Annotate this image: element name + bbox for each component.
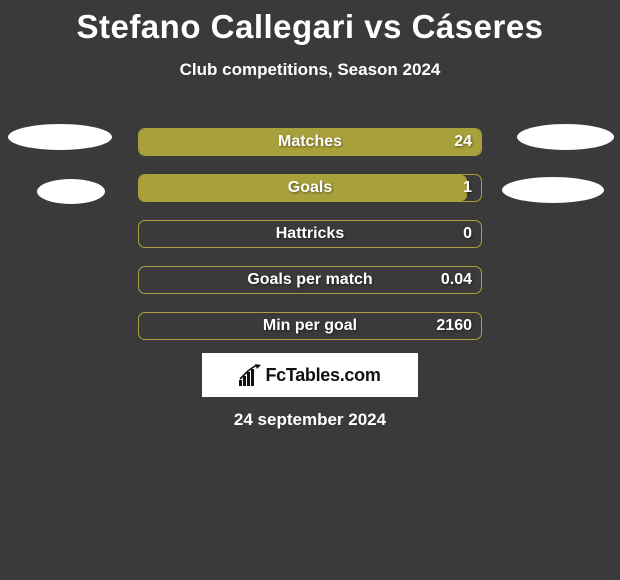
bar-track <box>138 266 482 294</box>
date-text: 24 september 2024 <box>0 410 620 430</box>
stat-row: Goals 1 <box>0 174 620 202</box>
bar-track <box>138 174 482 202</box>
logo-text: FcTables.com <box>265 365 380 386</box>
fctables-logo-icon <box>239 364 263 386</box>
stat-row: Hattricks 0 <box>0 220 620 248</box>
bar-track <box>138 220 482 248</box>
bar-track <box>138 128 482 156</box>
stat-row: Matches 24 <box>0 128 620 156</box>
logo-inner: FcTables.com <box>239 364 380 386</box>
bar-fill <box>139 129 481 155</box>
stats-area: Matches 24 Goals 1 Hattricks 0 Goals per… <box>0 128 620 340</box>
subtitle: Club competitions, Season 2024 <box>0 60 620 80</box>
logo-box: FcTables.com <box>202 353 418 397</box>
stat-row: Min per goal 2160 <box>0 312 620 340</box>
bar-fill <box>139 175 467 201</box>
page-title: Stefano Callegari vs Cáseres <box>0 0 620 46</box>
stat-row: Goals per match 0.04 <box>0 266 620 294</box>
bar-track <box>138 312 482 340</box>
